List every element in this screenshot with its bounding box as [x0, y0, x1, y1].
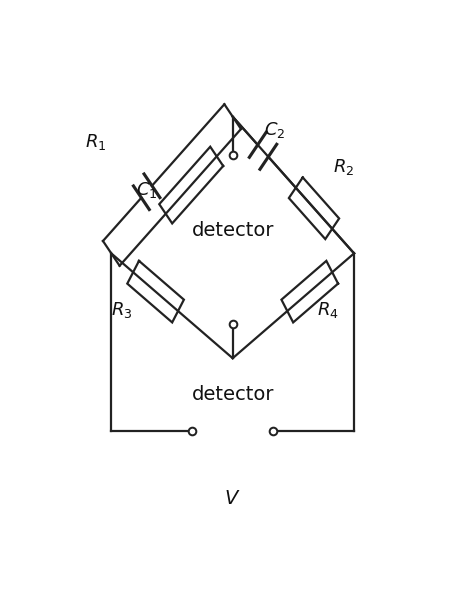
Text: $R_2$: $R_2$ — [333, 157, 354, 177]
Text: $V$: $V$ — [224, 489, 241, 508]
Text: $C_2$: $C_2$ — [264, 120, 286, 140]
Text: $R_4$: $R_4$ — [317, 300, 339, 320]
Text: detector: detector — [192, 385, 274, 404]
Text: $R_1$: $R_1$ — [85, 131, 106, 152]
Text: $C_1$: $C_1$ — [136, 179, 157, 200]
Text: $R_3$: $R_3$ — [111, 300, 133, 320]
Text: detector: detector — [192, 221, 274, 240]
